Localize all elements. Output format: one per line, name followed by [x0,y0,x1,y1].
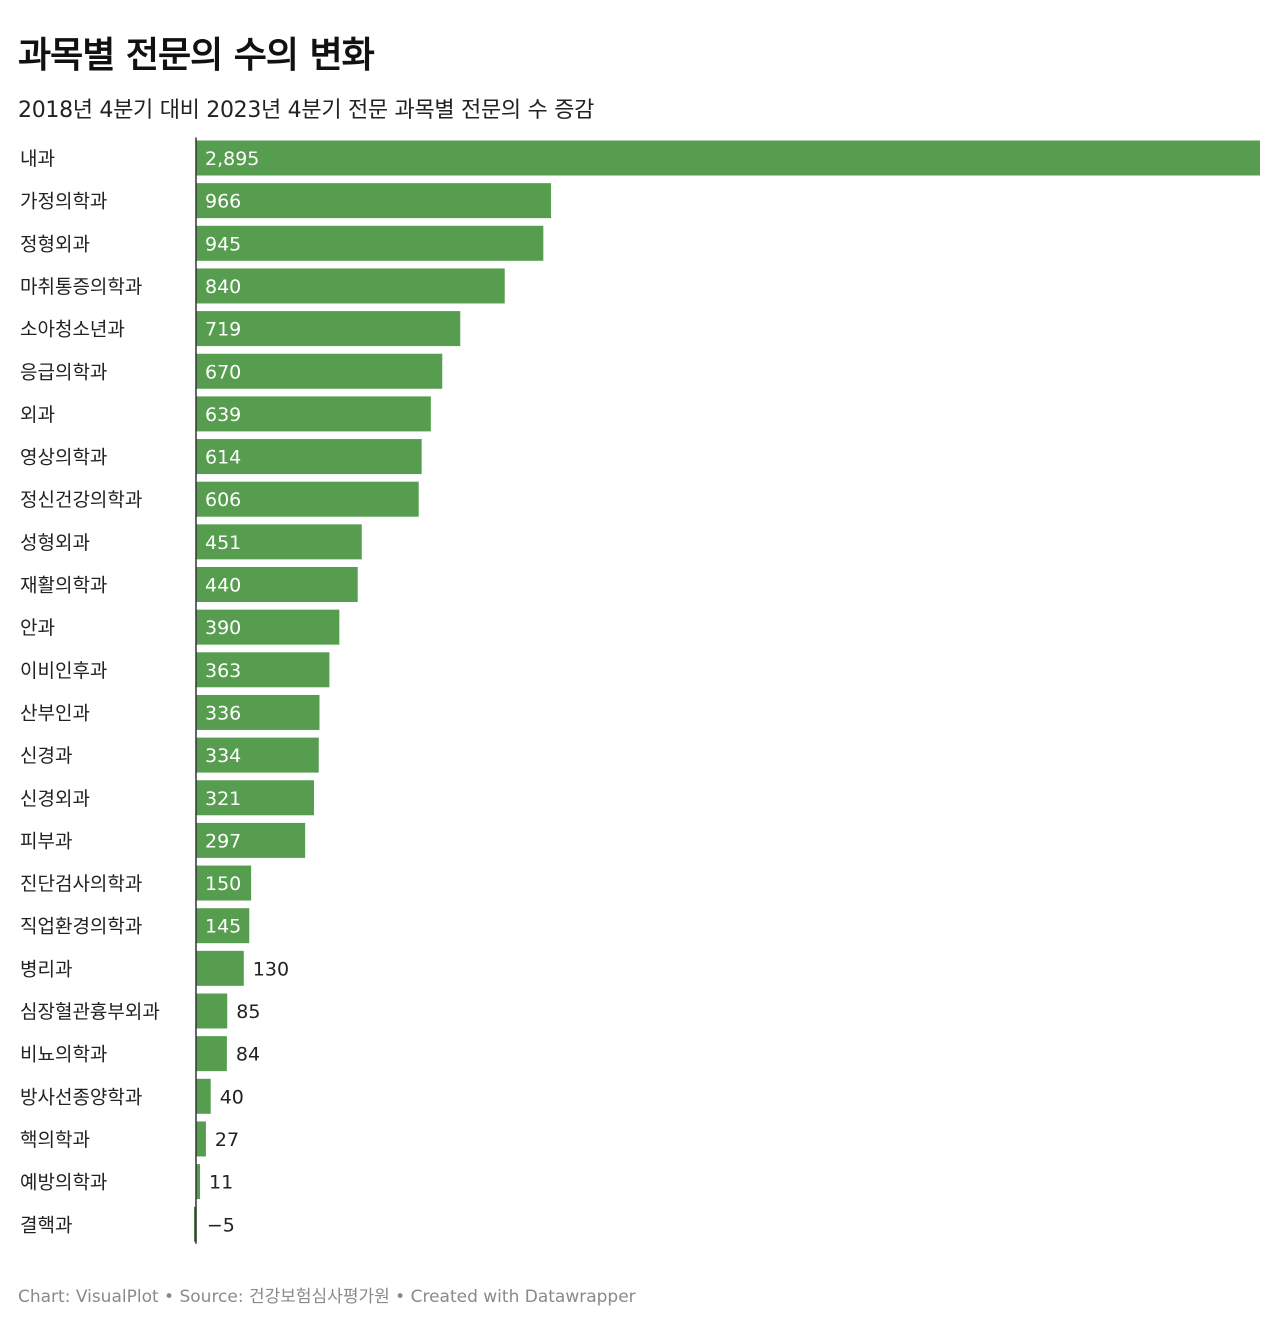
bar [196,439,422,475]
category-label: 응급의학과 [20,361,107,383]
category-label: 이비인후과 [20,660,107,682]
category-label: 피부과 [20,830,72,852]
value-label: 130 [253,958,289,980]
value-label: 966 [205,191,241,213]
value-label: 150 [205,873,241,895]
category-label: 신경과 [20,745,72,767]
category-label: 정신건강의학과 [20,489,142,511]
value-label: 606 [205,489,241,511]
bar [196,950,244,986]
category-label: 소아청소년과 [20,319,125,341]
bar [196,1078,211,1114]
category-label: 병리과 [20,958,72,980]
chart-footer: Chart: VisualPlot • Source: 건강보험심사평가원 • … [18,1287,636,1307]
bar [196,353,443,389]
value-label: −5 [207,1214,235,1236]
value-label: 390 [205,617,241,639]
category-label: 예방의학과 [20,1172,107,1194]
category-label: 결핵과 [20,1214,72,1236]
bar [196,225,544,261]
category-label: 방사선종양학과 [20,1086,142,1108]
bar [194,1206,196,1242]
bar [196,396,431,432]
value-label: 440 [205,575,241,597]
bar [196,737,319,773]
value-label: 85 [236,1001,260,1023]
value-label: 321 [205,788,241,810]
category-label: 정형외과 [20,233,90,255]
chart-title: 과목별 전문의 수의 변화 [18,35,375,76]
bar [196,908,250,944]
category-label: 영상의학과 [20,447,107,469]
category-label: 핵의학과 [20,1129,90,1151]
category-label: 직업환경의학과 [20,916,142,938]
value-label: 840 [205,276,241,298]
bar [196,652,330,688]
value-label: 84 [236,1044,260,1066]
category-label: 심장혈관흉부외과 [20,1001,160,1023]
bar [196,993,228,1029]
value-label: 334 [205,745,241,767]
value-label: 145 [205,916,241,938]
category-label: 비뇨의학과 [20,1044,107,1066]
bar [196,524,362,560]
value-label: 27 [215,1129,239,1151]
value-label: 40 [220,1086,244,1108]
value-label: 297 [205,830,241,852]
bar [196,140,1260,176]
category-label: 진단검사의학과 [20,873,142,895]
bar [196,1036,227,1072]
category-label: 마취통증의학과 [20,276,142,298]
bar [196,1121,206,1157]
value-label: 363 [205,660,241,682]
bar [196,694,320,730]
value-label: 945 [205,233,241,255]
bar [196,780,314,816]
category-label: 내과 [20,148,55,170]
category-label: 안과 [20,617,55,639]
value-label: 336 [205,702,241,724]
value-label: 2,895 [205,148,259,170]
bar [196,567,358,602]
value-label: 639 [205,404,241,426]
bar [196,865,252,901]
chart-subtitle: 2018년 4분기 대비 2023년 4분기 전문 과목별 전문의 수 증감 [18,98,595,123]
bar [196,311,461,347]
value-label: 11 [209,1172,233,1194]
category-label: 성형외과 [20,532,90,554]
bar [196,268,505,304]
category-label: 가정의학과 [20,191,107,213]
category-label: 재활의학과 [20,575,107,597]
bar [196,609,340,645]
value-label: 670 [205,361,241,383]
bar [196,1164,201,1200]
bar [196,822,306,858]
category-label: 산부인과 [20,702,90,724]
value-label: 719 [205,319,241,341]
category-label: 외과 [20,404,55,426]
category-label: 신경외과 [20,788,90,810]
bar [196,481,419,517]
value-label: 614 [205,447,241,469]
value-label: 451 [205,532,241,554]
bar [196,183,552,219]
